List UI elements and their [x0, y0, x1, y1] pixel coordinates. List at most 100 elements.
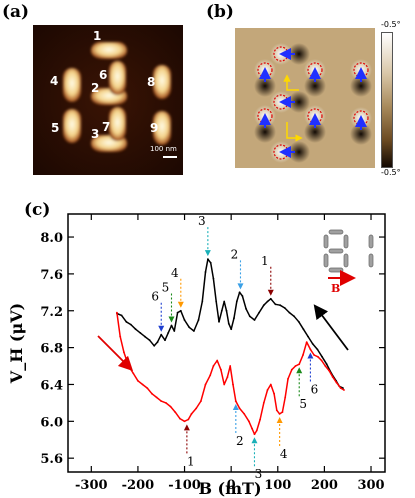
series-point [160, 333, 163, 336]
y-tick-label: 6.8 [40, 342, 63, 357]
series-point [245, 308, 248, 310]
series-point [302, 328, 305, 331]
series-point [218, 320, 220, 323]
series-point [258, 311, 260, 314]
element-number-5: 5 [51, 121, 60, 135]
series-point [130, 323, 132, 326]
series-point [197, 319, 200, 321]
series-point [262, 304, 265, 307]
x-tick-label: 200 [311, 478, 338, 493]
series-point [120, 314, 123, 317]
series-point [279, 304, 281, 307]
afm-topography-image: 1 2 3 4 5 6 7 8 9 100 nm [33, 25, 183, 175]
x-tick-label: 300 [357, 478, 384, 493]
series-point [238, 291, 241, 294]
element-number-4: 4 [50, 74, 59, 88]
series-point [148, 339, 151, 342]
series-point [173, 330, 176, 332]
series-point [141, 383, 144, 386]
series-point [320, 359, 323, 362]
down-sweep-arrow [313, 304, 349, 351]
series-point [155, 396, 158, 399]
series-point [238, 407, 241, 410]
series-point [165, 402, 167, 404]
colorbar-max-label: -0.5° [381, 20, 401, 29]
dip-label: 6 [311, 382, 319, 396]
x-tick-label: 0 [227, 478, 236, 493]
series-point [132, 372, 135, 375]
series-point [187, 418, 190, 421]
series-point [324, 365, 327, 367]
series-point [297, 320, 300, 323]
scale-bar [163, 156, 177, 158]
series-point [328, 369, 330, 372]
peak-marker-arrow [177, 301, 184, 308]
series-point [307, 335, 309, 338]
dip-marker-arrow [296, 367, 303, 374]
series-point [305, 341, 308, 343]
series-point [287, 378, 289, 380]
element-number-1: 1 [93, 29, 102, 43]
peak-marker-arrow [204, 250, 211, 257]
series-point [284, 396, 287, 399]
scale-bar-label: 100 nm [150, 145, 177, 153]
series-point [262, 402, 265, 404]
series-point [248, 420, 250, 423]
peak-label: 4 [171, 266, 179, 280]
peak-marker-arrow [158, 325, 165, 332]
series-point [227, 322, 230, 325]
x-axis-label: B (mT) [198, 479, 261, 498]
series-point [283, 307, 286, 309]
series-point [179, 417, 181, 420]
series-point [232, 383, 234, 386]
series-point [207, 258, 209, 261]
series-point [176, 311, 179, 314]
dip-label: 3 [255, 467, 263, 481]
series-point [209, 261, 212, 264]
series-point [253, 319, 256, 321]
dip-label: 1 [187, 454, 195, 468]
series-point [167, 332, 170, 334]
series-point [302, 354, 304, 356]
series-point [339, 387, 342, 389]
series-point [174, 411, 177, 413]
series-point [220, 368, 222, 371]
series-point [313, 354, 315, 356]
series-point [144, 335, 146, 338]
series-point [212, 277, 215, 280]
digit-schematic [323, 229, 374, 273]
up-sweep-arrow [97, 335, 134, 372]
series-point [269, 297, 272, 300]
x-tick-label: -200 [122, 478, 155, 493]
series-point [193, 330, 195, 332]
series-point [223, 300, 226, 303]
series-point [169, 405, 172, 408]
peak-label: 3 [198, 214, 206, 228]
x-tick-label: -100 [168, 478, 201, 493]
series-point [251, 427, 254, 430]
series-point [269, 383, 272, 386]
dip-marker-arrow [276, 416, 283, 423]
series-point [201, 300, 204, 303]
series-point [243, 413, 246, 415]
element-number-9: 9 [150, 121, 159, 135]
series-point [288, 311, 291, 314]
peak-label: 5 [162, 280, 170, 294]
series-point [229, 365, 232, 367]
peak-marker-arrow [237, 283, 244, 290]
series-point [259, 418, 261, 421]
series-point [226, 376, 229, 378]
peak-label: 1 [261, 254, 269, 268]
series-point [298, 363, 301, 366]
dip-marker-arrow [183, 424, 190, 431]
dip-label: 4 [280, 447, 288, 461]
series-point [183, 319, 186, 321]
element-number-7: 7 [102, 120, 111, 134]
peak-label: 6 [151, 290, 159, 304]
series-point [204, 383, 207, 386]
y-tick-label: 7.2 [40, 305, 63, 320]
series-point [223, 383, 226, 386]
series-point [195, 407, 198, 410]
series-point [233, 317, 235, 319]
dip-label: 5 [299, 397, 307, 411]
